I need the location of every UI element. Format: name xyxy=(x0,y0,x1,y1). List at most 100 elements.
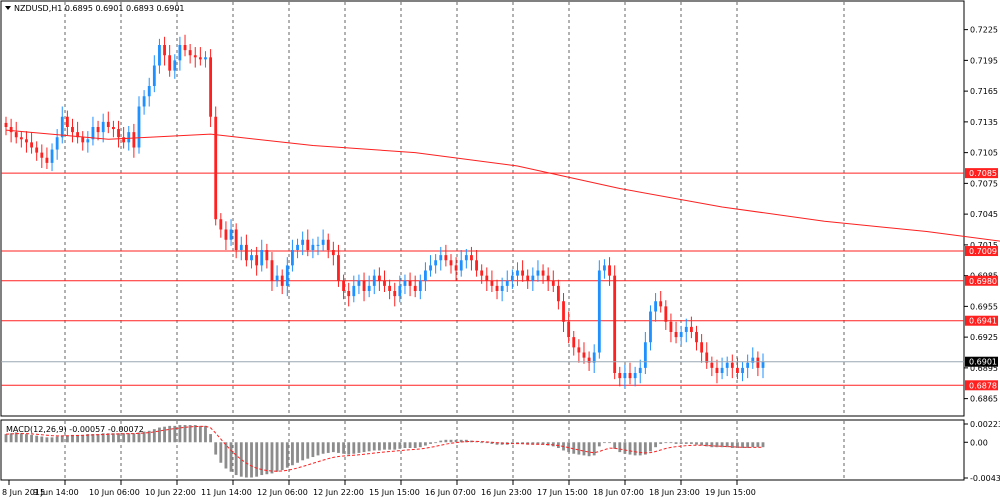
macd-bar xyxy=(377,442,381,451)
candle-body xyxy=(137,106,141,148)
macd-bar xyxy=(516,442,519,444)
candle xyxy=(495,279,499,300)
candle-body xyxy=(715,367,719,373)
macd-bar xyxy=(684,442,688,444)
macd-bar xyxy=(449,439,453,443)
candle-body xyxy=(306,239,310,250)
candle-body xyxy=(746,362,750,368)
candle xyxy=(14,121,18,144)
macd-bar xyxy=(720,442,724,448)
candle xyxy=(142,90,146,115)
candle xyxy=(117,120,120,148)
chevron-down-icon[interactable] xyxy=(5,6,11,10)
candle-body xyxy=(413,285,417,291)
candle-body xyxy=(96,127,100,133)
candle-body xyxy=(122,137,126,143)
candle-body xyxy=(643,342,647,368)
candle-body xyxy=(229,229,233,240)
candle xyxy=(597,260,601,359)
candle xyxy=(710,356,714,377)
macd-bar xyxy=(403,442,407,449)
macd-bar xyxy=(296,442,299,463)
candle xyxy=(209,49,213,127)
candle-body xyxy=(260,250,264,266)
candle xyxy=(424,262,427,291)
macd-bar xyxy=(618,442,622,453)
candle xyxy=(193,47,197,68)
candle-body xyxy=(439,255,443,261)
candle-body xyxy=(224,229,228,240)
candle xyxy=(562,293,565,332)
candle xyxy=(372,269,376,295)
macd-bar xyxy=(418,442,422,448)
candle-body xyxy=(531,275,535,281)
candle xyxy=(270,252,274,291)
macd-bar xyxy=(71,434,74,443)
candle-body xyxy=(101,121,105,133)
macd-bar xyxy=(439,440,443,443)
macd-bar xyxy=(25,434,28,443)
candle xyxy=(137,96,141,154)
candle xyxy=(239,236,243,261)
candle xyxy=(725,356,729,377)
candle xyxy=(91,116,95,146)
candle-body xyxy=(234,229,238,250)
candlesticks xyxy=(4,34,765,389)
candle xyxy=(158,38,161,74)
candle-body xyxy=(30,142,33,148)
macd-tick-label: -0.00436 xyxy=(970,474,1000,483)
macd-bar xyxy=(285,442,289,468)
macd-bar xyxy=(679,442,683,444)
candle-body xyxy=(239,244,243,250)
candle xyxy=(638,359,642,384)
price-tick-label: 0.7045 xyxy=(970,210,998,219)
candle xyxy=(296,238,299,259)
macd-bar xyxy=(147,430,151,443)
candle xyxy=(301,231,305,256)
macd-bar xyxy=(413,442,417,449)
candle-body xyxy=(424,270,427,281)
candle-body xyxy=(495,285,499,291)
candle xyxy=(76,121,80,144)
candle-body xyxy=(556,285,560,302)
time-tick-label: 8 Jun 2015 xyxy=(2,488,45,497)
candle-body xyxy=(449,260,453,266)
macd-bar xyxy=(183,425,187,443)
macd-bar xyxy=(393,442,397,450)
candle xyxy=(669,313,673,343)
candle xyxy=(434,254,438,274)
candle xyxy=(331,241,335,266)
candle-body xyxy=(291,250,294,266)
candle-body xyxy=(725,362,729,368)
candle-body xyxy=(730,362,734,368)
macd-axis: 0.00223 0.00 -0.00436 xyxy=(964,420,1000,483)
macd-bar xyxy=(163,426,166,443)
candle-body xyxy=(562,301,565,322)
candle xyxy=(168,45,172,77)
level-tag-label: 0.6980 xyxy=(969,277,997,286)
candle xyxy=(352,275,356,303)
candle-body xyxy=(132,132,136,148)
candle xyxy=(96,120,100,141)
candle-body xyxy=(664,306,668,322)
candle xyxy=(490,270,494,293)
candle-body xyxy=(377,275,381,281)
candle-body xyxy=(50,149,54,163)
macd-bar xyxy=(137,432,141,443)
candle-body xyxy=(40,152,44,158)
candle xyxy=(741,361,744,382)
candle-body xyxy=(71,127,74,133)
macd-bar xyxy=(741,442,744,449)
candle xyxy=(234,223,238,259)
candle xyxy=(311,238,315,259)
candle xyxy=(106,111,110,134)
candle xyxy=(188,43,192,64)
macd-bar xyxy=(188,425,192,443)
candle-body xyxy=(347,291,351,297)
candle-body xyxy=(301,239,305,245)
macd-bar xyxy=(751,442,755,448)
macd-bar xyxy=(649,442,652,452)
